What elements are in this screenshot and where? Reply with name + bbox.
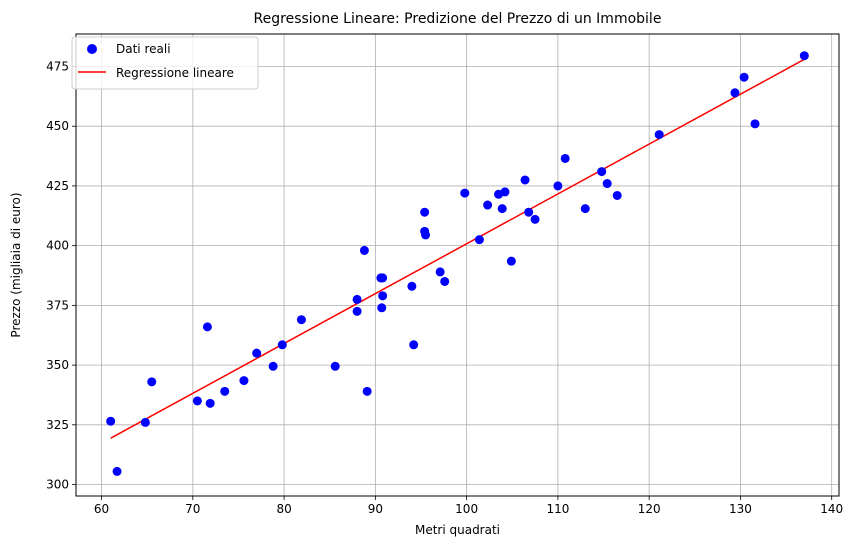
data-point xyxy=(483,200,493,210)
data-point xyxy=(730,88,740,98)
x-tick-label: 90 xyxy=(368,502,383,516)
data-point xyxy=(553,181,563,191)
data-point xyxy=(352,306,362,316)
data-point xyxy=(359,245,369,255)
legend-label-dati-reali: Dati reali xyxy=(116,42,171,56)
data-point xyxy=(530,214,540,224)
x-tick-label: 120 xyxy=(638,502,661,516)
data-point xyxy=(580,204,590,214)
data-point xyxy=(362,386,372,396)
data-point xyxy=(474,235,484,245)
chart-title: Regressione Lineare: Predizione del Prez… xyxy=(254,11,662,27)
legend-label-regressione-lineare: Regressione lineare xyxy=(116,66,234,80)
x-tick-label: 100 xyxy=(455,502,478,516)
y-axis-label: Prezzo (migliaia di euro) xyxy=(9,192,23,337)
legend-box xyxy=(71,36,259,90)
data-point xyxy=(602,179,612,189)
data-point xyxy=(524,207,534,217)
x-tick-label: 140 xyxy=(820,502,843,516)
data-point xyxy=(421,230,431,240)
data-point xyxy=(500,187,510,197)
data-point xyxy=(277,340,287,350)
regression-line-layer xyxy=(110,58,805,439)
data-point xyxy=(296,315,306,325)
data-point xyxy=(407,281,417,291)
y-tick-label: 425 xyxy=(46,179,69,193)
data-point xyxy=(192,396,202,406)
data-point xyxy=(409,340,419,350)
y-tick-label: 400 xyxy=(46,239,69,253)
y-tick-label: 450 xyxy=(46,119,69,133)
data-point xyxy=(112,466,122,476)
y-tick-label: 325 xyxy=(46,418,69,432)
x-tick-label: 110 xyxy=(546,502,569,516)
data-point xyxy=(440,276,450,286)
y-tick-label: 375 xyxy=(46,298,69,312)
grid xyxy=(76,34,839,496)
data-point xyxy=(140,417,150,427)
data-point xyxy=(377,303,387,313)
data-point xyxy=(220,386,230,396)
data-point xyxy=(506,256,516,266)
data-point xyxy=(560,153,570,163)
data-point xyxy=(654,130,664,140)
data-point xyxy=(460,188,470,198)
x-tick-label: 130 xyxy=(729,502,752,516)
data-point xyxy=(202,322,212,332)
y-tick-label: 300 xyxy=(46,478,69,492)
data-point xyxy=(268,361,278,371)
x-tick-label: 70 xyxy=(185,502,200,516)
data-point xyxy=(330,361,340,371)
data-point xyxy=(420,207,430,217)
data-point xyxy=(612,190,622,200)
data-point xyxy=(239,376,249,386)
x-axis-ticks: 60 70 80 90 100 110 120 130 140 xyxy=(94,496,843,516)
data-point xyxy=(520,175,530,185)
scatter-points-layer xyxy=(106,51,809,476)
y-axis-ticks: 300 325 350 375 400 425 450 475 xyxy=(46,59,76,492)
data-point xyxy=(147,377,157,387)
x-tick-label: 60 xyxy=(94,502,109,516)
data-point xyxy=(497,204,507,214)
data-point xyxy=(597,167,607,177)
legend: Dati reali Regressione lineare xyxy=(71,36,259,90)
x-axis-label: Metri quadrati xyxy=(415,523,500,537)
data-point xyxy=(378,291,388,301)
x-tick-label: 80 xyxy=(276,502,291,516)
data-point xyxy=(378,273,388,283)
data-point xyxy=(205,398,215,408)
data-point xyxy=(106,416,116,426)
data-point xyxy=(252,348,262,358)
data-point xyxy=(799,51,809,61)
data-point xyxy=(739,72,749,82)
data-point xyxy=(750,119,760,129)
y-tick-label: 350 xyxy=(46,358,69,372)
legend-scatter-marker xyxy=(87,44,97,54)
data-point xyxy=(435,267,445,277)
plot-frame xyxy=(75,33,840,497)
y-tick-label: 475 xyxy=(46,59,69,73)
regression-line xyxy=(110,58,805,439)
data-point xyxy=(352,294,362,304)
